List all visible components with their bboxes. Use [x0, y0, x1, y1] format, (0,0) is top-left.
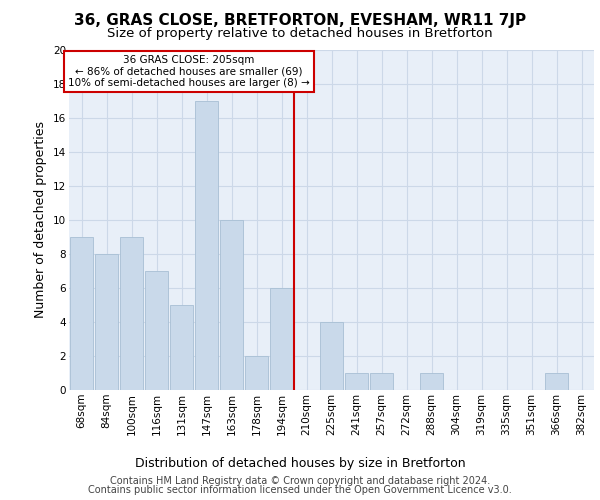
Bar [345, 373, 368, 390]
Text: 36, GRAS CLOSE, BRETFORTON, EVESHAM, WR11 7JP: 36, GRAS CLOSE, BRETFORTON, EVESHAM, WR1… [74, 12, 526, 28]
Text: Distribution of detached houses by size in Bretforton: Distribution of detached houses by size … [134, 458, 466, 470]
Text: 36 GRAS CLOSE: 205sqm
← 86% of detached houses are smaller (69)
10% of semi-deta: 36 GRAS CLOSE: 205sqm ← 86% of detached … [68, 55, 310, 88]
Text: Size of property relative to detached houses in Bretforton: Size of property relative to detached ho… [107, 28, 493, 40]
Bar [120, 237, 143, 390]
Bar [320, 322, 343, 390]
Text: Contains public sector information licensed under the Open Government Licence v3: Contains public sector information licen… [88, 485, 512, 495]
Bar [220, 220, 243, 390]
Bar [545, 373, 568, 390]
Bar [370, 373, 393, 390]
Bar [420, 373, 443, 390]
Bar [170, 305, 193, 390]
Text: Contains HM Land Registry data © Crown copyright and database right 2024.: Contains HM Land Registry data © Crown c… [110, 476, 490, 486]
Y-axis label: Number of detached properties: Number of detached properties [34, 122, 47, 318]
Bar [195, 101, 218, 390]
Bar [70, 237, 93, 390]
Bar [145, 271, 168, 390]
Bar [95, 254, 118, 390]
Bar [270, 288, 293, 390]
Bar [245, 356, 268, 390]
